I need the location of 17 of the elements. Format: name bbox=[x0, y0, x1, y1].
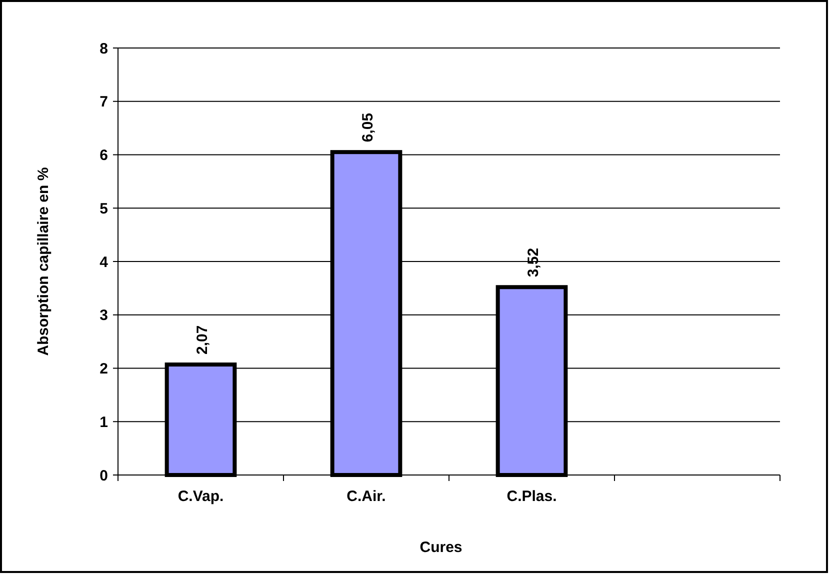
y-tick-label: 4 bbox=[100, 254, 109, 271]
x-tick-label: C.Plas. bbox=[506, 488, 557, 505]
y-tick-label: 7 bbox=[100, 94, 108, 111]
data-label: 2,07 bbox=[194, 325, 211, 355]
x-axis-title: Cures bbox=[420, 539, 462, 556]
y-axis-title: Absorption capillaire en % bbox=[35, 167, 52, 356]
y-tick-label: 8 bbox=[100, 40, 108, 58]
y-tick-label: 5 bbox=[100, 200, 108, 218]
x-tick-label: C.Air. bbox=[346, 488, 386, 505]
data-label: 3,52 bbox=[524, 248, 542, 278]
x-tick-label: C.Vap. bbox=[178, 488, 224, 505]
y-tick-label: 6 bbox=[100, 147, 108, 164]
y-tick-label: 1 bbox=[100, 414, 108, 431]
y-tick-label: 3 bbox=[100, 307, 108, 324]
y-tick-label: 2 bbox=[100, 360, 108, 378]
y-tick-label: 0 bbox=[100, 467, 108, 484]
data-label: 6,05 bbox=[359, 112, 376, 142]
